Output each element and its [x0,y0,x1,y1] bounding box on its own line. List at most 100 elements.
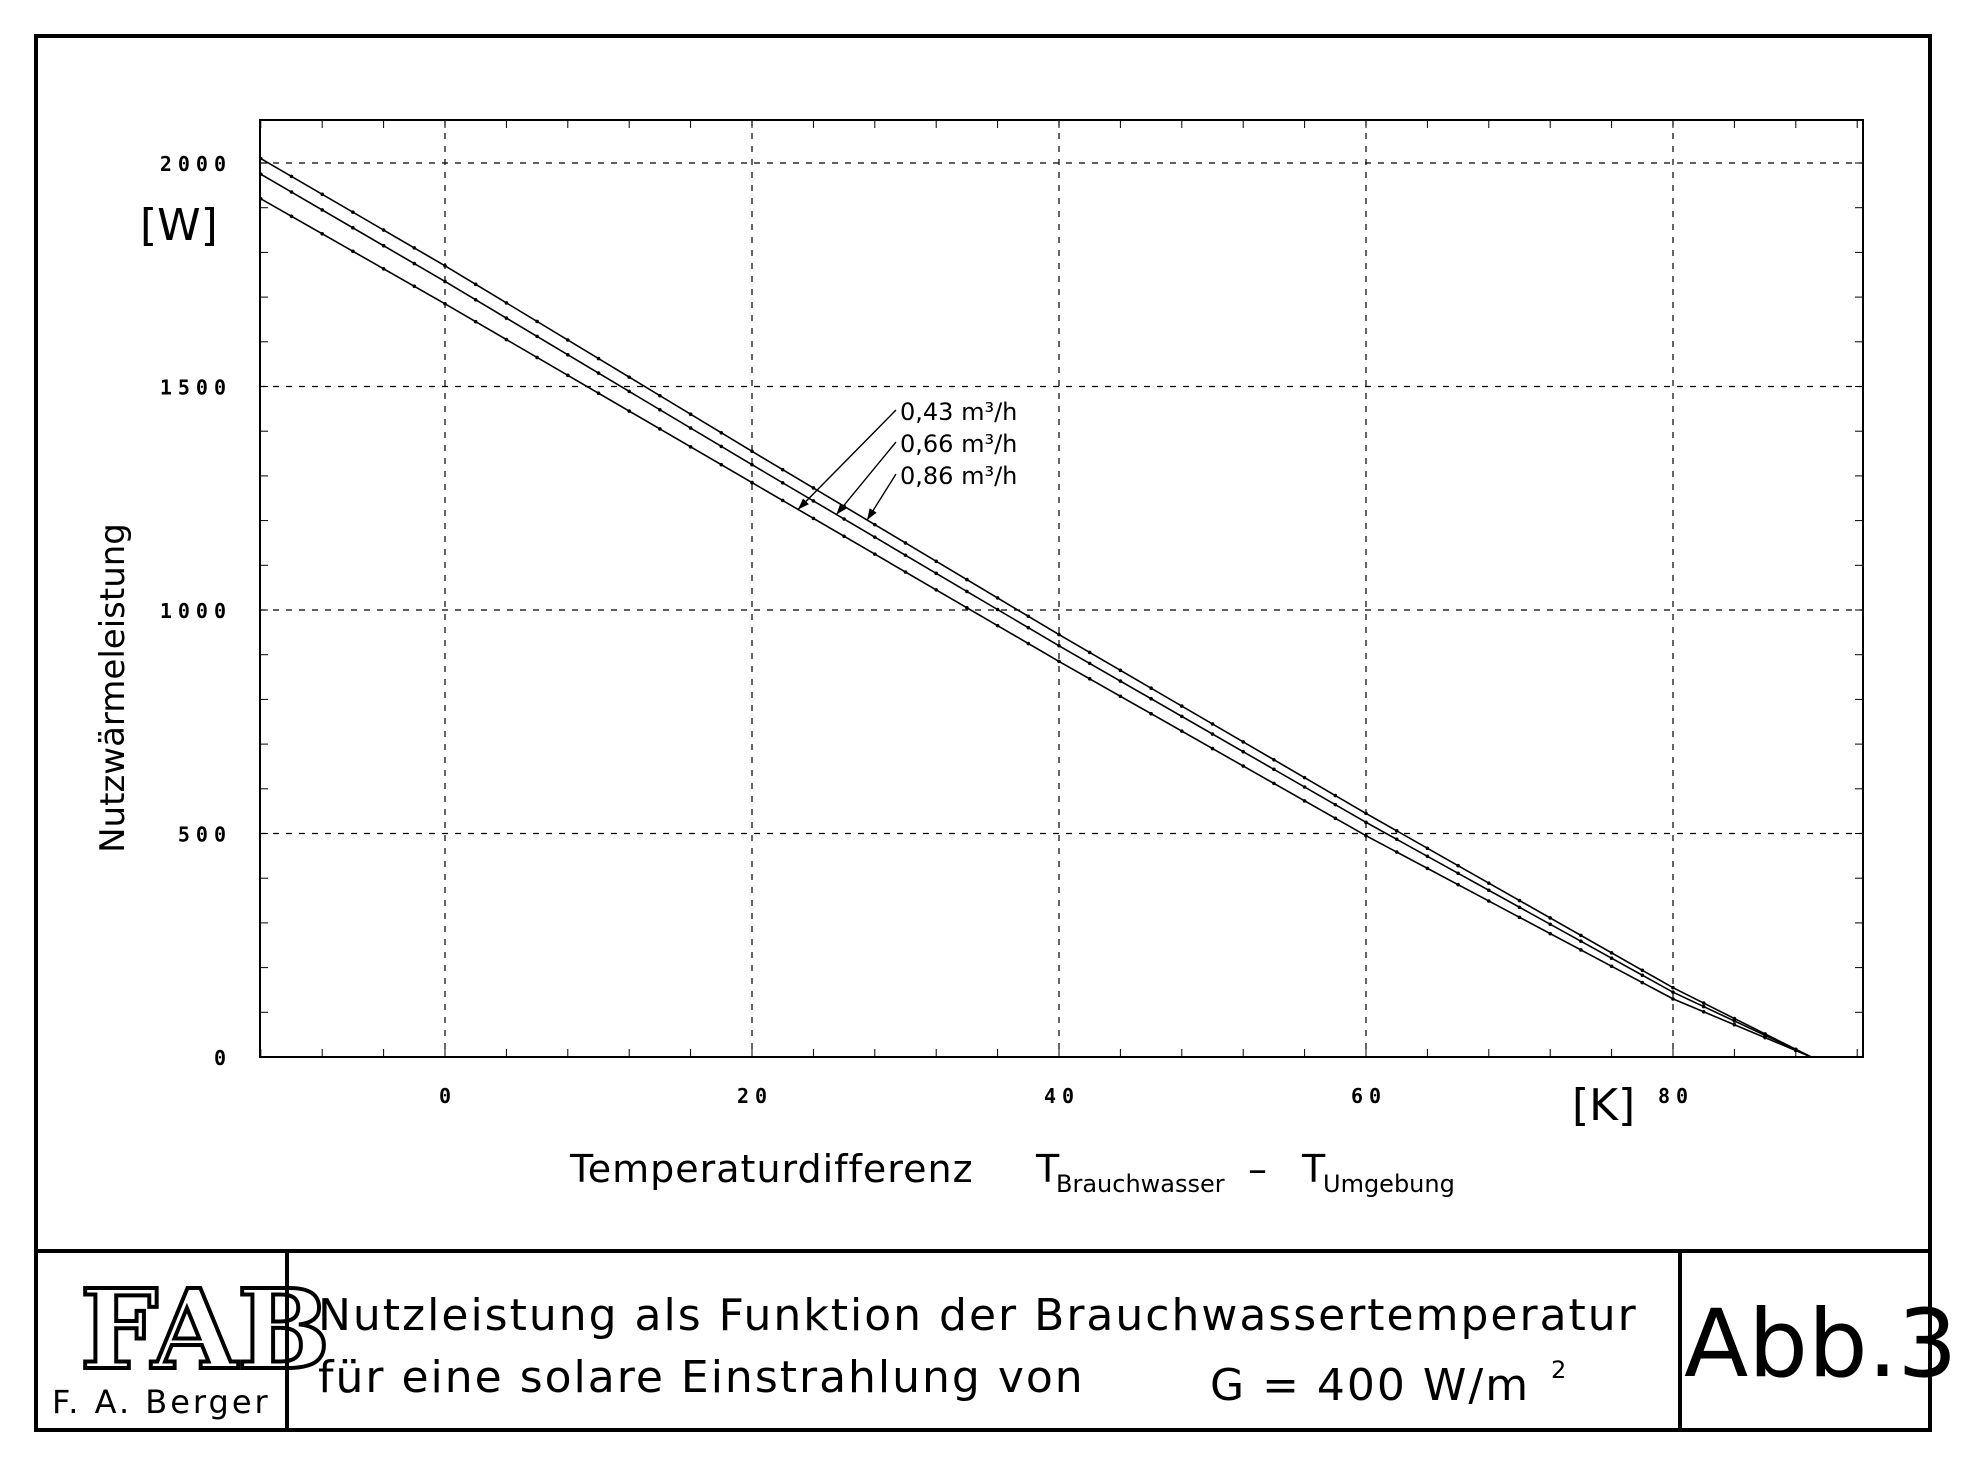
series-marker-0 [965,577,969,582]
series-marker-0 [320,192,325,197]
series-marker-1 [873,535,877,539]
series-annotation-label: 0,66 m³/h [900,430,1017,458]
series-marker-2 [934,588,938,592]
series-marker-2 [566,373,570,378]
company-logo: FAB [78,1263,332,1396]
series-marker-1 [1517,905,1522,910]
series-marker-2 [1671,997,1675,1001]
series-marker-1 [1640,973,1645,977]
series-marker-2 [1763,1035,1767,1040]
series-marker-1 [1272,767,1276,772]
series-marker-2 [1425,866,1430,871]
series-line-0 [260,157,1812,1058]
x-tick-label: 60 [1351,1084,1387,1108]
series-marker-1 [1364,820,1368,825]
series-marker-2 [1180,729,1184,733]
series-marker-0 [1732,1016,1737,1021]
series-marker-0 [1241,740,1245,744]
series-marker-1 [934,571,938,576]
series-marker-2 [1149,711,1153,716]
series-marker-1 [1456,871,1460,876]
series-marker-1 [566,352,570,357]
series-marker-2 [688,445,693,449]
series-marker-1 [1087,661,1092,666]
series-marker-0 [658,393,662,398]
series-marker-0 [1272,757,1276,762]
series-marker-2 [873,552,877,556]
series-annotation-label: 0,86 m³/h [900,462,1017,490]
x-tick-label: 20 [737,1084,773,1108]
series-line-2 [260,198,1812,1058]
series-marker-0 [627,375,631,379]
irradiance-exponent: 2 [1551,1356,1566,1384]
series-marker-0 [412,246,417,250]
series-marker-2 [1364,833,1368,838]
series-marker-2 [504,337,509,342]
series-marker-2 [443,302,447,306]
series-marker-1 [627,389,631,394]
series-marker-1 [658,407,662,412]
series-marker-2 [1333,816,1338,821]
series-marker-2 [780,498,785,503]
series-marker-0 [381,228,386,232]
series-marker-2 [965,605,969,610]
figure-number: Abb.3 [1684,1290,1957,1399]
series-marker-2 [1272,781,1276,786]
series-marker-0 [1333,793,1338,798]
series-marker-0 [596,356,601,361]
series-marker-0 [780,467,785,472]
series-marker-1 [381,243,386,248]
series-marker-2 [995,623,1000,628]
series-marker-0 [903,541,908,545]
series-marker-2 [627,409,631,413]
series-marker-2 [750,480,754,485]
series-marker-1 [1026,625,1031,630]
series-marker-2 [811,516,816,521]
series-marker-2 [1026,641,1031,646]
series-marker-1 [473,297,478,302]
chart-grid [260,120,1863,1057]
outer-frame [34,34,1932,1432]
author-name: F. A. Berger [52,1383,271,1421]
series-marker-1 [443,279,447,284]
series-marker-0 [1149,686,1153,691]
series-marker-1 [1394,837,1399,842]
series-marker-1 [412,261,417,266]
series-marker-1 [320,208,325,212]
series-marker-0 [1087,650,1092,655]
series-marker-0 [1302,775,1307,780]
x-axis-unit: [K] [1572,1080,1635,1131]
series-marker-0 [1118,668,1123,673]
series-marker-0 [1701,1001,1706,1005]
annotation-arrowhead [867,508,877,521]
y-axis-label: Nutzwärmeleistung [93,523,133,853]
series-marker-0 [1364,811,1368,816]
series-marker-0 [1548,916,1552,920]
annotation-leader-line [797,409,897,510]
series-marker-2 [1609,964,1614,969]
y-tick-label: 0 [214,1046,232,1070]
series-marker-0 [750,449,754,454]
y-axis-unit: [W] [140,200,218,251]
series-marker-0 [535,319,539,324]
caption-line-2: für eine solare Einstrahlung von [318,1352,1085,1403]
series-marker-1 [1701,1004,1706,1009]
series-marker-1 [780,481,785,485]
series-marker-0 [1609,951,1614,955]
series-marker-1 [1241,749,1245,754]
series-marker-2 [535,355,539,360]
x-tick-label: 40 [1044,1084,1080,1108]
y-tick-labels: 0 500 1000 1500 2000 [160,152,232,1070]
series-marker-1 [351,226,355,230]
series-marker-1 [688,426,693,430]
series-marker-2 [1394,850,1399,854]
series-marker-0 [1640,968,1645,973]
series-marker-0 [1671,985,1675,990]
series-marker-2 [1794,1048,1798,1053]
formula-t2-subscript: Umgebung [1323,1170,1455,1198]
series-marker-2 [1517,915,1522,920]
series-marker-1 [1732,1019,1737,1023]
series-marker-1 [719,444,724,449]
chart-minor-ticks [260,120,1863,1057]
